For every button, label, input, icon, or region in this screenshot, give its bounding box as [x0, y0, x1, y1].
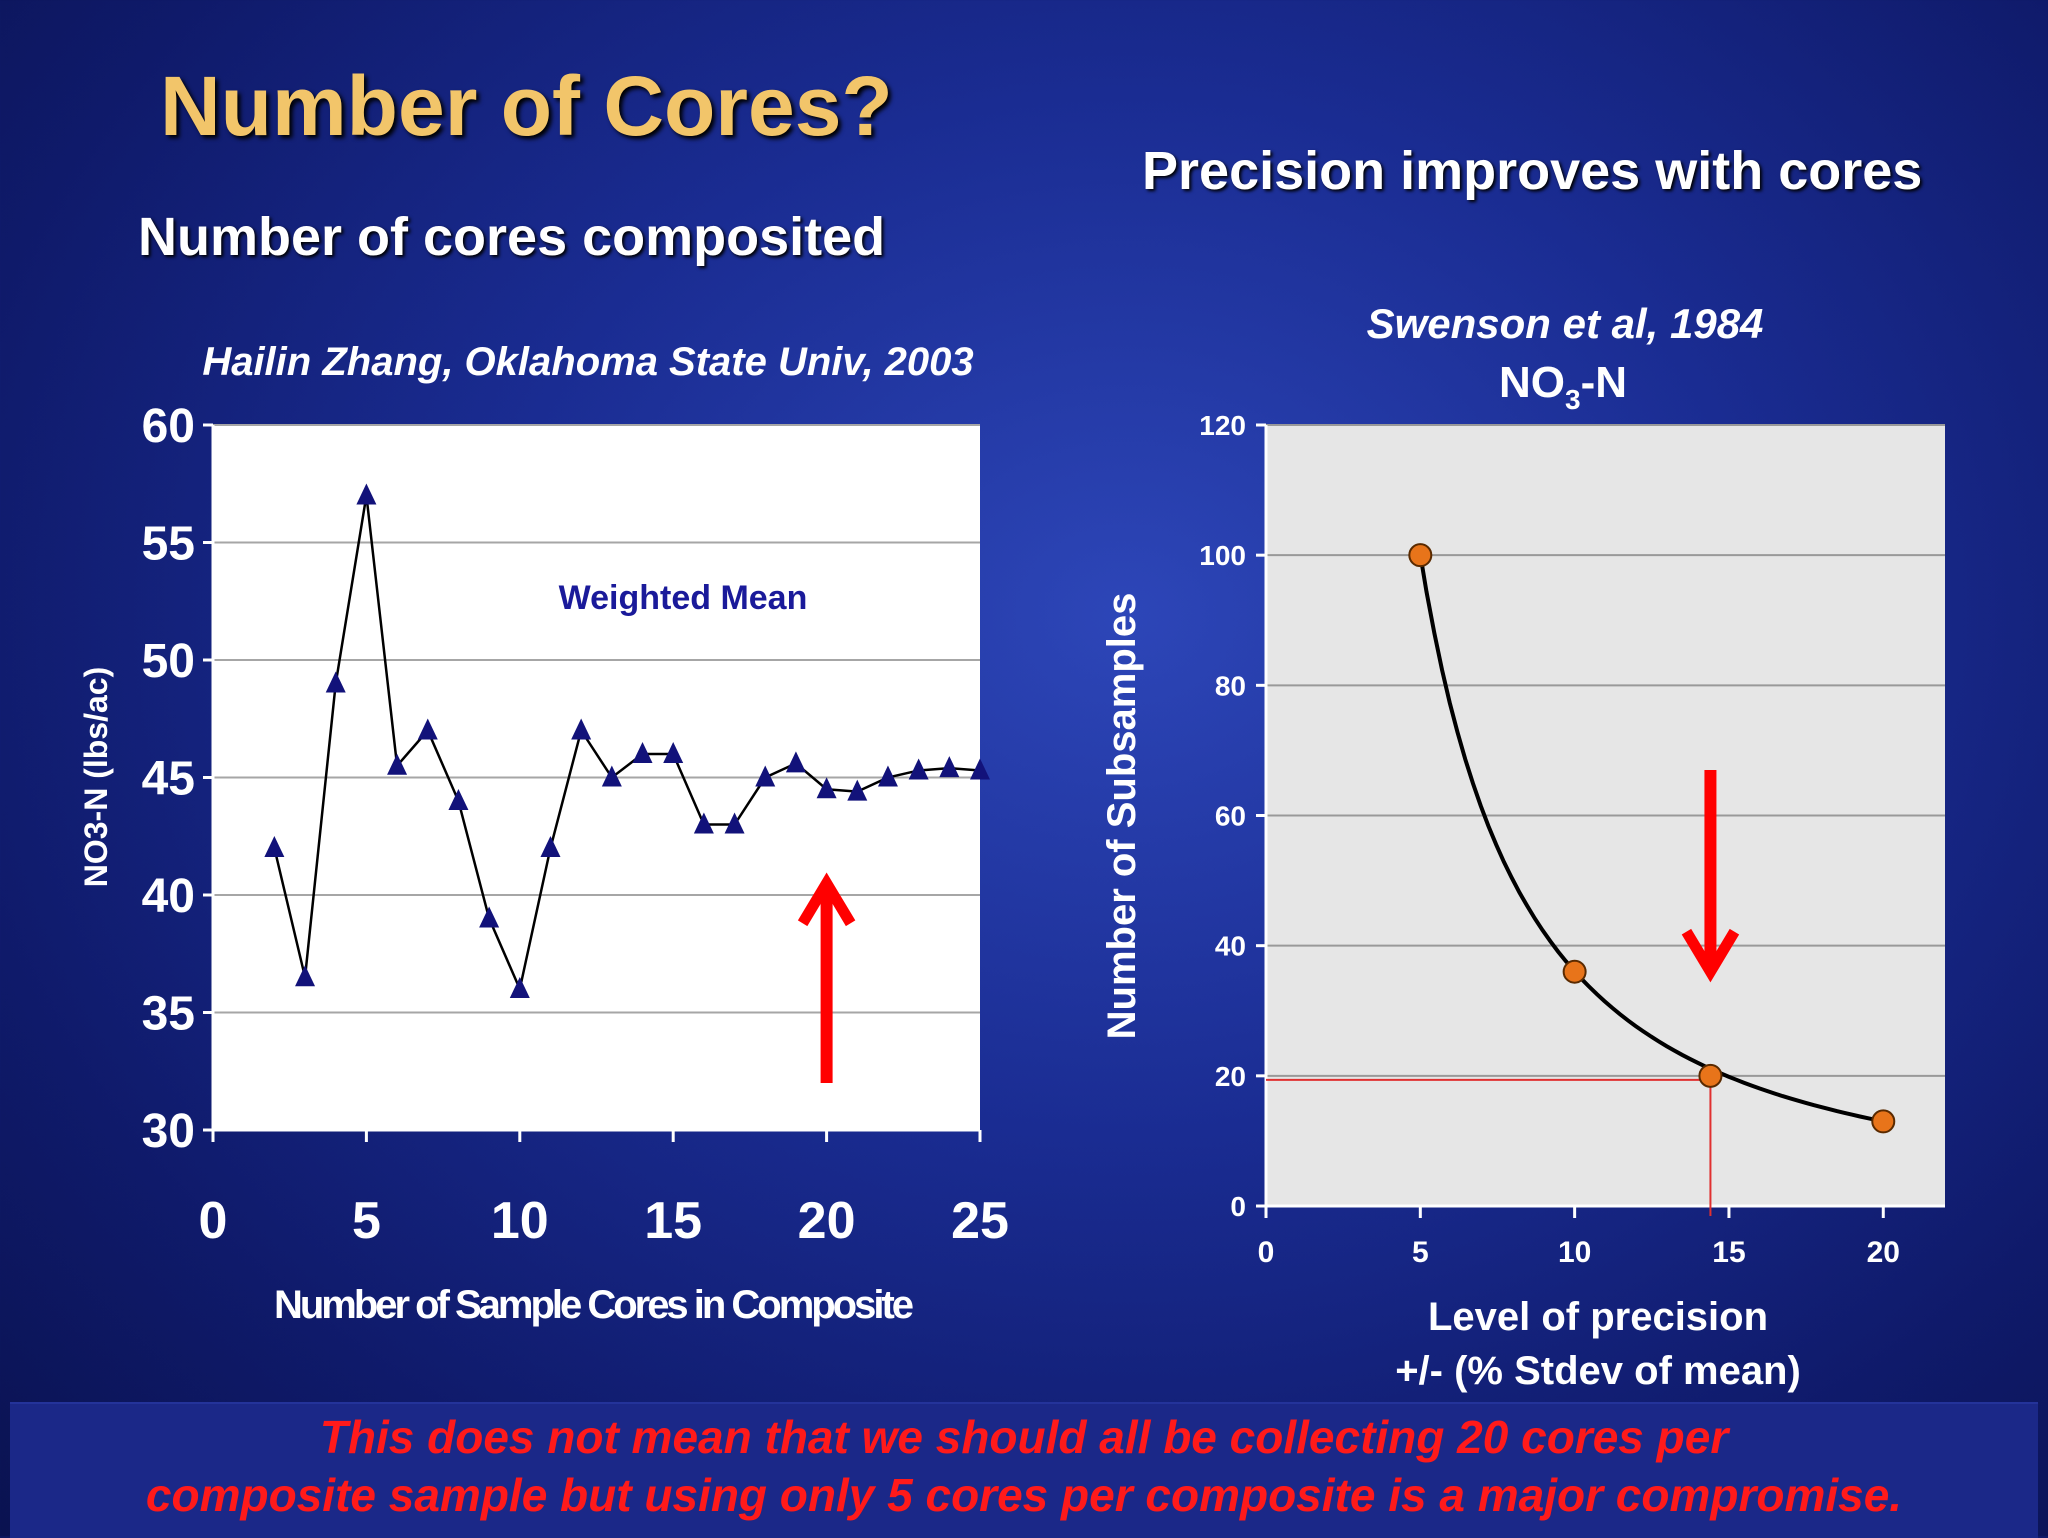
- right-chart: Swenson et al, 1984 NO3-N 02040608010012…: [1100, 300, 1945, 1393]
- left-data-point: [847, 779, 868, 801]
- footer-line-1: This does not mean that we should all be…: [319, 1411, 1729, 1463]
- right-x-tick-label: 15: [1712, 1236, 1745, 1269]
- left-data-point: [387, 753, 408, 775]
- left-chart-subtitle: Hailin Zhang, Oklahoma State Univ, 2003: [202, 340, 973, 384]
- left-data-point: [356, 483, 377, 505]
- left-data-point: [264, 836, 285, 857]
- left-x-axis-label: Number of Sample Cores in Composite: [274, 1283, 914, 1327]
- right-y-tick-label: 40: [1215, 931, 1246, 962]
- left-x-tick-label: 25: [951, 1192, 1009, 1250]
- right-x-axis-label-line2: +/- (% Stdev of mean): [1395, 1349, 1801, 1393]
- left-y-axis-label: NO3-N (lbs/ac): [78, 667, 114, 887]
- left-data-point: [663, 742, 684, 763]
- right-fitted-curve: [1416, 545, 1884, 1124]
- right-y-tick-label: 60: [1215, 801, 1246, 832]
- left-data-point: [939, 756, 960, 778]
- right-data-point: [1562, 959, 1587, 984]
- left-data-point: [693, 812, 714, 834]
- left-data-point: [448, 789, 469, 810]
- right-data-point: [1871, 1109, 1896, 1134]
- left-y-tick-label: 35: [142, 988, 195, 1041]
- right-chart-title: NO3-N: [1499, 358, 1627, 415]
- left-heading: Number of cores composited: [138, 207, 886, 267]
- left-data-point: [724, 812, 745, 834]
- left-data-point: [540, 836, 561, 857]
- left-data-point: [970, 758, 990, 780]
- left-data-point: [877, 765, 898, 787]
- left-x-tick-label: 5: [352, 1192, 381, 1250]
- left-y-tick-label: 60: [142, 400, 195, 453]
- left-data-point: [908, 758, 929, 780]
- right-data-point: [1698, 1063, 1723, 1088]
- left-y-tick-label: 30: [142, 1105, 195, 1158]
- right-heading: Precision improves with cores: [1142, 141, 1923, 201]
- left-y-tick-label: 55: [142, 518, 195, 571]
- right-red-arrow: [1681, 769, 1740, 983]
- right-x-tick-label: 0: [1258, 1236, 1275, 1269]
- slide-title: Number of Cores?: [160, 59, 893, 153]
- right-y-tick-label: 100: [1199, 540, 1246, 571]
- left-y-tick-label: 45: [142, 753, 195, 806]
- right-y-tick-label: 120: [1199, 410, 1246, 441]
- right-x-axis-label-line1: Level of precision: [1428, 1295, 1768, 1339]
- left-data-point: [816, 777, 837, 799]
- left-data-point: [295, 965, 316, 987]
- left-x-tick-label: 20: [798, 1192, 856, 1250]
- left-data-point: [509, 977, 530, 998]
- left-data-point: [417, 718, 438, 740]
- left-data-point: [785, 751, 806, 773]
- right-axes: [1256, 423, 1945, 1218]
- left-data-point: [755, 765, 776, 787]
- left-axes: [203, 423, 982, 1142]
- right-y-axis-label: Number of Subsamples: [1100, 593, 1144, 1040]
- left-y-tick-label: 50: [142, 635, 195, 688]
- left-data-point: [632, 742, 653, 763]
- right-reference-lines: [1266, 1075, 1712, 1216]
- left-x-tick-label: 15: [644, 1192, 702, 1250]
- left-series-line: [273, 495, 981, 994]
- right-x-tick-label: 20: [1867, 1236, 1900, 1269]
- right-data-point: [1408, 543, 1433, 568]
- left-x-tick-label: 0: [199, 1192, 228, 1250]
- weighted-mean-label: Weighted Mean: [559, 579, 808, 617]
- left-data-point: [601, 765, 622, 787]
- footer-banner: This does not mean that we should all be…: [10, 1402, 2038, 1538]
- left-red-arrow: [797, 872, 856, 1083]
- right-x-tick-label: 5: [1412, 1236, 1429, 1269]
- right-y-tick-label: 0: [1230, 1191, 1246, 1222]
- left-data-point: [571, 718, 592, 740]
- right-x-tick-label: 10: [1558, 1236, 1591, 1269]
- left-chart: Hailin Zhang, Oklahoma State Univ, 2003 …: [78, 340, 1009, 1327]
- right-y-tick-label: 20: [1215, 1061, 1246, 1092]
- footer-line-2: composite sample but using only 5 cores …: [145, 1469, 1903, 1521]
- left-data-point: [325, 671, 346, 693]
- left-y-tick-label: 40: [142, 870, 195, 923]
- left-data-point: [479, 906, 500, 928]
- left-x-tick-label: 10: [491, 1192, 549, 1250]
- right-y-tick-label: 80: [1215, 670, 1246, 701]
- right-gridlines: [1266, 424, 1945, 1077]
- right-chart-subtitle: Swenson et al, 1984: [1367, 300, 1764, 347]
- left-gridlines: [213, 424, 980, 1014]
